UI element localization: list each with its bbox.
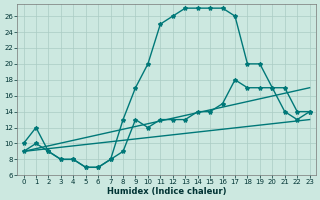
- X-axis label: Humidex (Indice chaleur): Humidex (Indice chaleur): [107, 187, 226, 196]
